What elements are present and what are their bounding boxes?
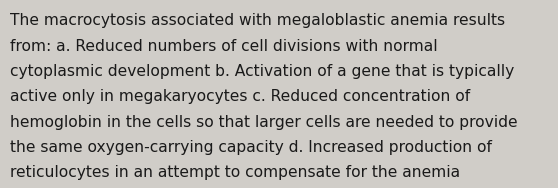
Text: the same oxygen-carrying capacity d. Increased production of: the same oxygen-carrying capacity d. Inc… bbox=[10, 140, 492, 155]
Text: reticulocytes in an attempt to compensate for the anemia: reticulocytes in an attempt to compensat… bbox=[10, 165, 460, 180]
Text: from: a. Reduced numbers of cell divisions with normal: from: a. Reduced numbers of cell divisio… bbox=[10, 39, 437, 54]
Text: The macrocytosis associated with megaloblastic anemia results: The macrocytosis associated with megalob… bbox=[10, 13, 505, 28]
Text: cytoplasmic development b. Activation of a gene that is typically: cytoplasmic development b. Activation of… bbox=[10, 64, 514, 79]
Text: hemoglobin in the cells so that larger cells are needed to provide: hemoglobin in the cells so that larger c… bbox=[10, 115, 518, 130]
Text: active only in megakaryocytes c. Reduced concentration of: active only in megakaryocytes c. Reduced… bbox=[10, 89, 470, 104]
